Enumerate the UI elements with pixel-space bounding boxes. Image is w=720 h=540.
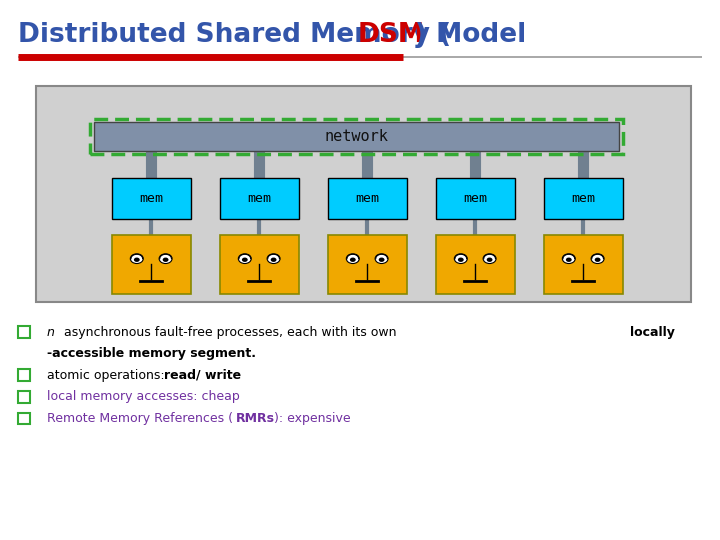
FancyBboxPatch shape: [328, 178, 407, 219]
Circle shape: [454, 254, 467, 264]
Text: read/ write: read/ write: [164, 369, 241, 382]
Circle shape: [267, 254, 280, 264]
Text: mem: mem: [355, 192, 379, 205]
FancyBboxPatch shape: [220, 178, 299, 219]
Text: mem: mem: [247, 192, 271, 205]
Text: n: n: [47, 326, 55, 339]
Circle shape: [591, 254, 604, 264]
FancyBboxPatch shape: [328, 235, 407, 294]
Circle shape: [375, 254, 388, 264]
FancyBboxPatch shape: [112, 178, 191, 219]
FancyBboxPatch shape: [544, 235, 623, 294]
Circle shape: [242, 258, 248, 262]
Circle shape: [159, 254, 172, 264]
Text: Remote Memory References (: Remote Memory References (: [47, 412, 233, 425]
Text: local memory accesses: cheap: local memory accesses: cheap: [47, 390, 240, 403]
FancyBboxPatch shape: [112, 235, 191, 294]
FancyBboxPatch shape: [36, 86, 691, 302]
Circle shape: [595, 258, 600, 262]
FancyBboxPatch shape: [436, 235, 515, 294]
Text: atomic operations:: atomic operations:: [47, 369, 168, 382]
Circle shape: [346, 254, 359, 264]
Circle shape: [566, 258, 572, 262]
Text: locally: locally: [630, 326, 675, 339]
FancyBboxPatch shape: [18, 391, 30, 403]
Circle shape: [458, 258, 464, 262]
Circle shape: [483, 254, 496, 264]
Circle shape: [562, 254, 575, 264]
Circle shape: [350, 258, 356, 262]
Text: mem: mem: [139, 192, 163, 205]
Text: DSM: DSM: [358, 22, 425, 48]
Circle shape: [238, 254, 251, 264]
Circle shape: [163, 258, 168, 262]
Circle shape: [379, 258, 384, 262]
Text: mem: mem: [463, 192, 487, 205]
FancyBboxPatch shape: [220, 235, 299, 294]
FancyBboxPatch shape: [544, 178, 623, 219]
Text: RMRs: RMRs: [236, 412, 275, 425]
Text: ): expensive: ): expensive: [274, 412, 350, 425]
Text: ) Model: ) Model: [415, 22, 526, 48]
Circle shape: [487, 258, 492, 262]
Text: mem: mem: [571, 192, 595, 205]
Text: -accessible memory segment.: -accessible memory segment.: [47, 347, 256, 360]
FancyBboxPatch shape: [94, 122, 619, 151]
FancyBboxPatch shape: [18, 413, 30, 424]
Circle shape: [271, 258, 276, 262]
Circle shape: [134, 258, 140, 262]
Circle shape: [130, 254, 143, 264]
Text: Distributed Shared Memory (: Distributed Shared Memory (: [18, 22, 451, 48]
Text: network: network: [325, 129, 388, 144]
Text: asynchronous fault-free processes, each with its own: asynchronous fault-free processes, each …: [60, 326, 400, 339]
FancyBboxPatch shape: [18, 369, 30, 381]
FancyBboxPatch shape: [436, 178, 515, 219]
FancyBboxPatch shape: [18, 326, 30, 338]
